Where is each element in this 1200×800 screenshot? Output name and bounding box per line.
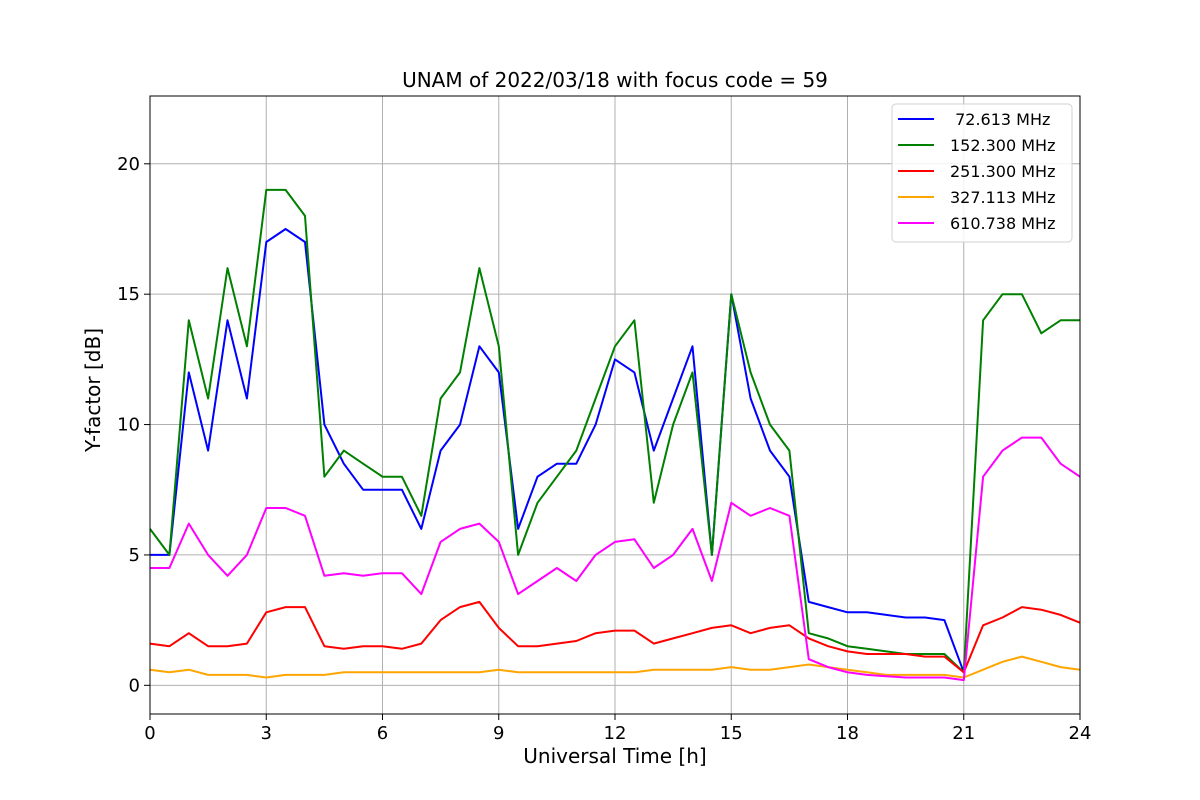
x-tick-label: 12 [604, 723, 627, 744]
y-axis-label: Y-factor [dB] [81, 328, 105, 453]
legend-entry-label: 72.613 MHz [950, 110, 1050, 129]
legend-entry-label: 152.300 MHz [950, 136, 1055, 155]
x-tick-label: 18 [836, 723, 859, 744]
series-line-4 [150, 436, 1081, 682]
series-line-3 [149, 655, 1081, 679]
x-tick-label: 0 [144, 723, 155, 744]
series-line-1 [149, 188, 1080, 674]
x-tick-label: 21 [952, 723, 975, 744]
x-tick-label: 15 [720, 723, 743, 744]
series-line-0 [150, 228, 965, 673]
legend-entry-label: 327.113 MHz [950, 188, 1055, 207]
legend-box [891, 103, 1073, 243]
series-line-2 [149, 600, 1081, 674]
x-tick-label: 24 [1069, 723, 1092, 744]
y-tick-label: 20 [117, 154, 140, 175]
y-tick-label: 0 [129, 675, 140, 696]
y-tick-label: 10 [117, 415, 140, 436]
legend: 72.613 MHz 152.300 MHz 251.300 MHz 327.113 … [891, 103, 1073, 243]
chart-title: UNAM of 2022/03/18 with focus code = 59 [402, 68, 828, 92]
series-lines [149, 188, 1081, 682]
x-tick-label: 3 [261, 723, 272, 744]
y-tick-label: 15 [117, 284, 140, 305]
x-tick-label: 6 [377, 723, 388, 744]
x-axis-label: Universal Time [h] [523, 744, 706, 768]
x-tick-label: 9 [493, 723, 504, 744]
legend-entry-label: 610.738 MHz [950, 214, 1055, 233]
y-tick-label: 5 [129, 545, 140, 566]
legend-entry-label: 251.300 MHz [950, 162, 1055, 181]
axis-ticks: 0 3 6 9 12 15 18 21 24 0 5 10 15 20 [117, 154, 1091, 744]
